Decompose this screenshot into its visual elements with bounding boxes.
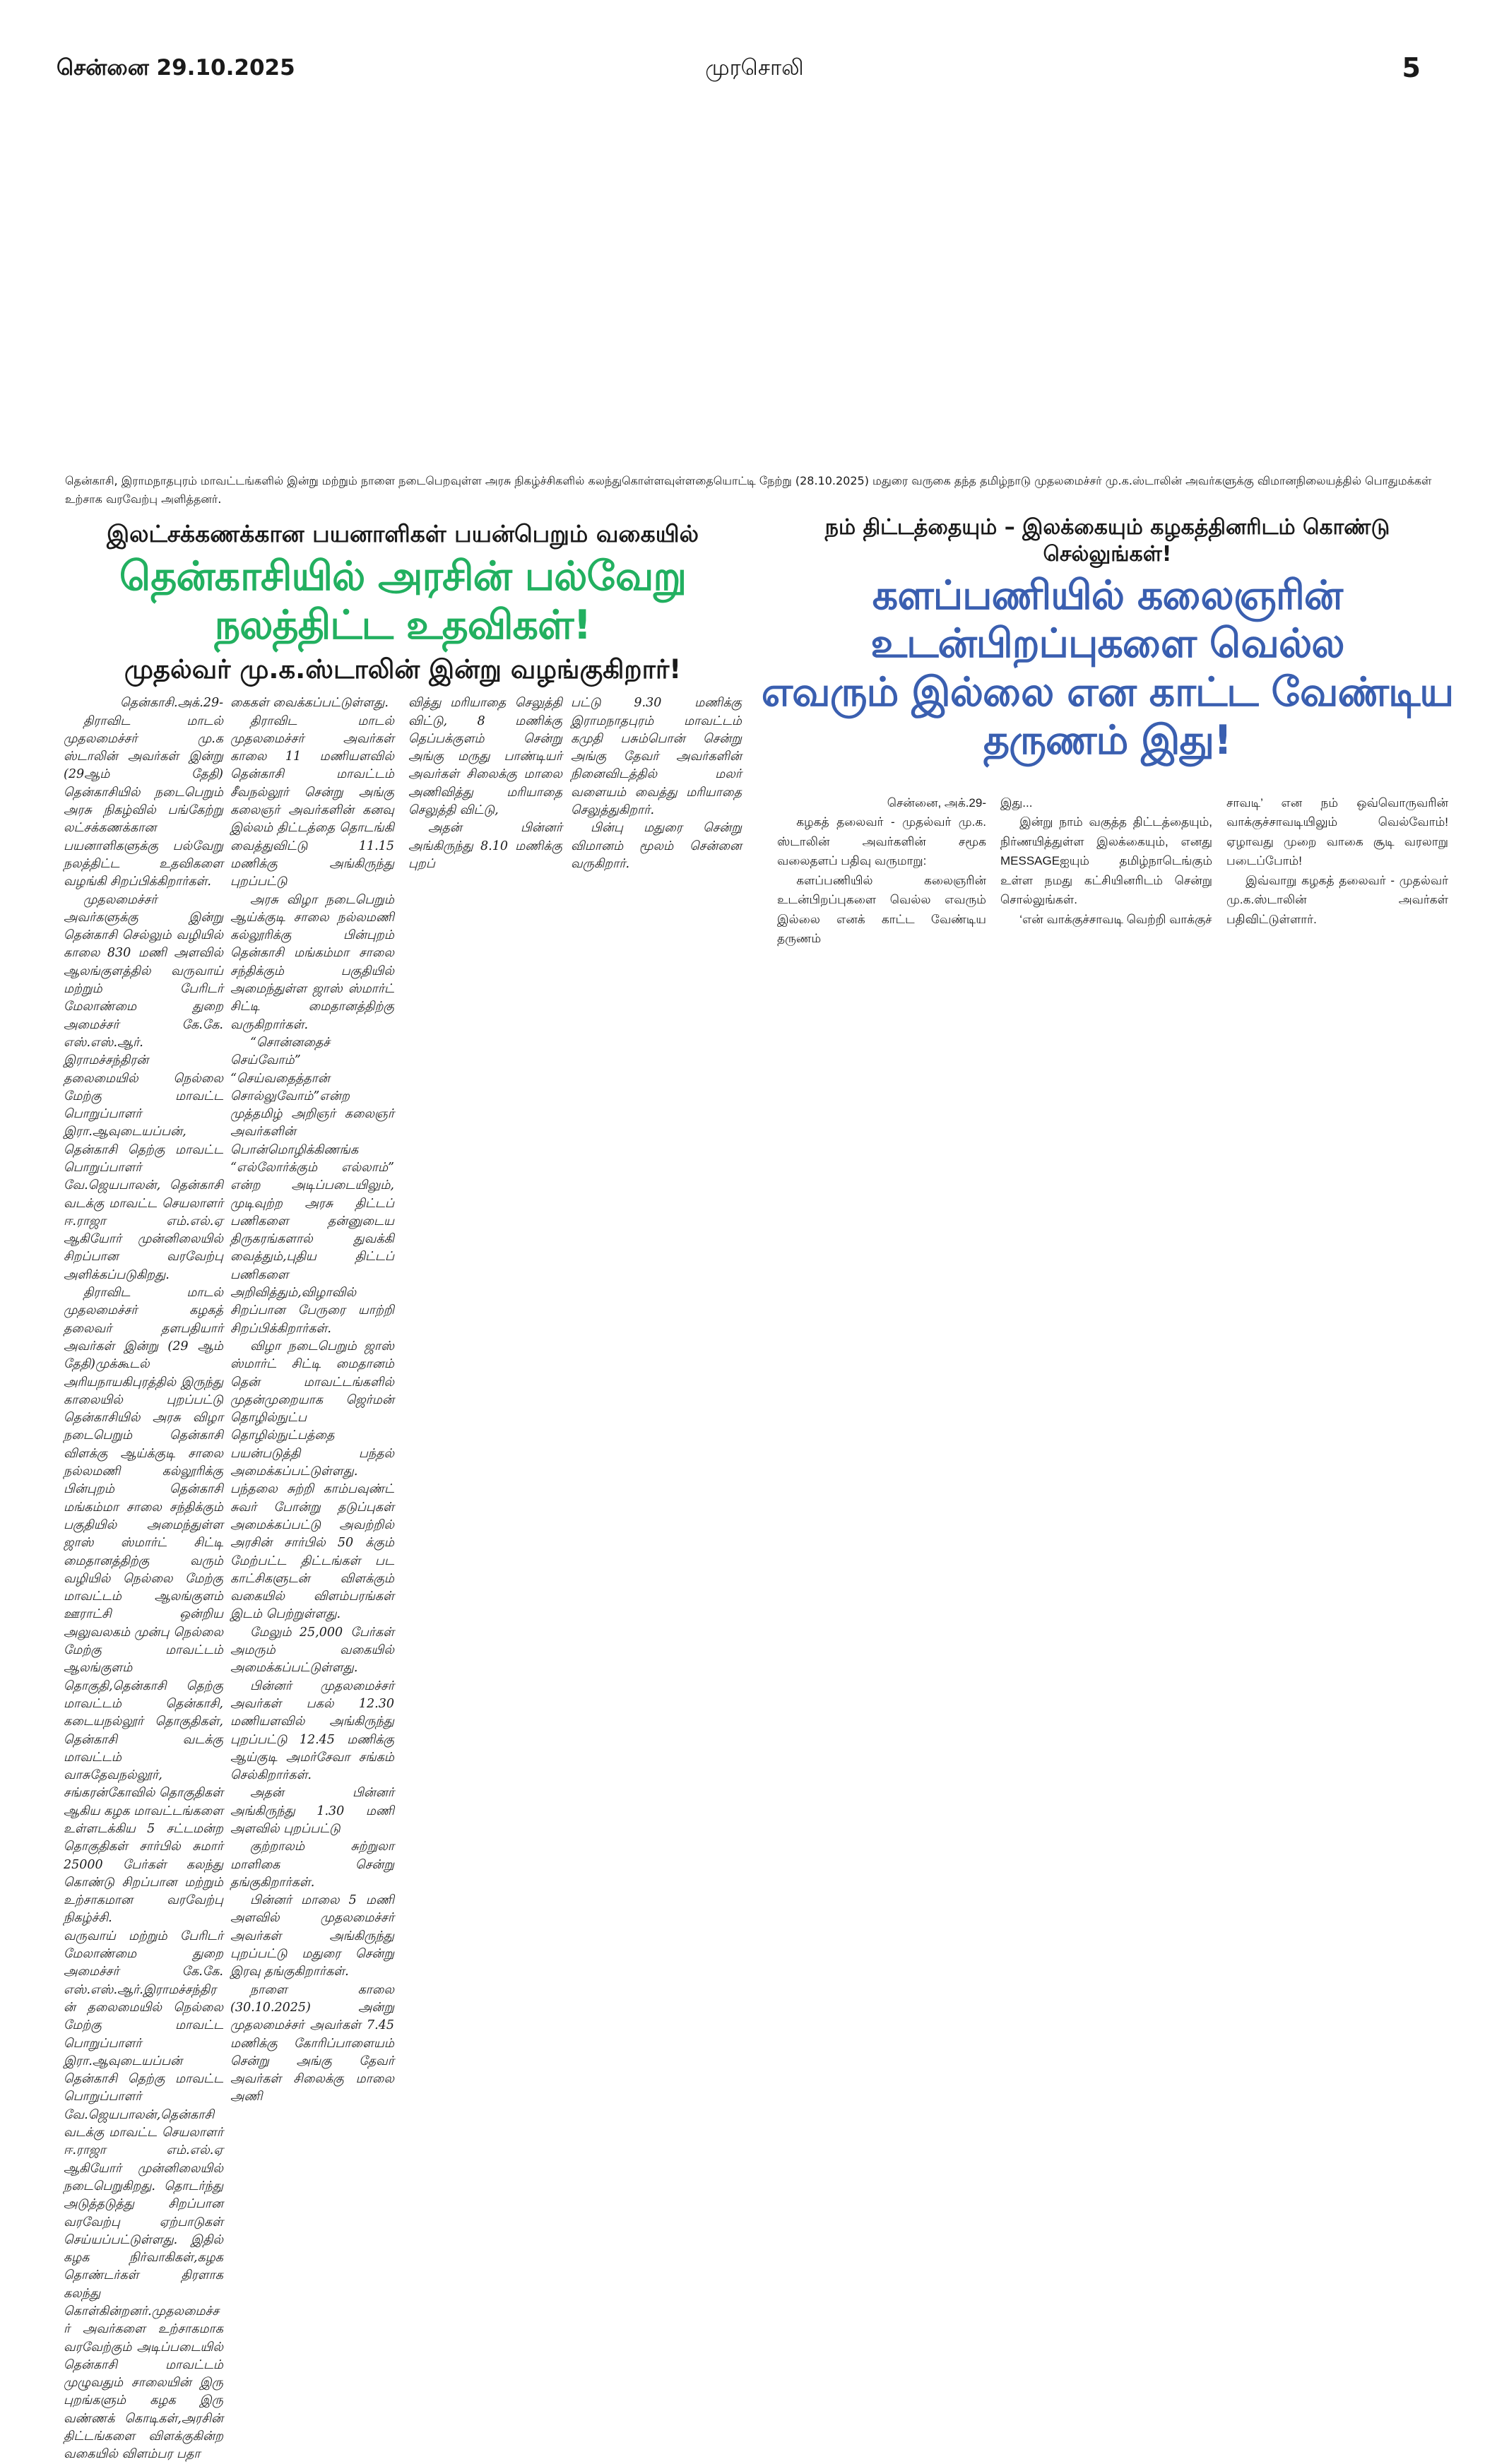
left-article-column-1: தென்காசி.அக்.29- திராவிட மாடல் முதலமைச்சர…: [64, 694, 223, 2463]
article-paragraph: திராவிட மாடல் முதலமைச்சர் கழகத் தலைவர் த…: [64, 1286, 223, 1926]
article-paragraph: திராவிட மாடல் முதலமைச்சர் மு.க ஸ்டாலின் …: [64, 713, 223, 889]
left-article: இலட்சக்கணக்கான பயனாளிகள் பயன்பெறும் வகைய…: [64, 519, 742, 2464]
dateline: சென்னை, அக்.29-: [887, 795, 986, 810]
dateline: தென்காசி.அக்.29-: [120, 696, 223, 711]
left-article-kicker: இலட்சக்கணக்கான பயனாளிகள் பயன்பெறும் வகைய…: [106, 520, 699, 547]
right-article-headline-line1: களப்பணியில் கலைஞரின் உடன்பிறப்புகளை வெல்…: [870, 572, 1344, 668]
article-paragraph: வித்து மரியாதை செலுத்தி விட்டு, 8 மணிக்க…: [408, 696, 562, 818]
photo-caption: தென்காசி, இராமநாதபுரம் மாவட்டங்களில் இன்…: [65, 474, 1432, 506]
article-paragraph: கழகத் தலைவர் - முதல்வர் மு.க. ஸ்டாலின் அ…: [777, 815, 986, 868]
article-paragraph: திராவிட மாடல் முதலமைச்சர் அவர்கள் காலை 1…: [230, 713, 394, 889]
article-paragraph: பின்னர் முதலமைச்சர் அவர்கள் பகல் 12.30 ம…: [230, 1678, 394, 1783]
right-article-column-1: சென்னை, அக்.29- கழகத் தலைவர் - முதல்வர் ம…: [777, 793, 986, 949]
news-photo: [57, 99, 1452, 459]
article-paragraph: இவ்வாறு கழகத் தலைவர் - முதல்வர் மு.க.ஸ்ட…: [1226, 873, 1448, 926]
article-paragraph: அதன் பின்னர் அங்கிருந்து 8.10 மணிக்கு பு…: [408, 821, 562, 871]
article-paragraph: இது...: [1000, 795, 1033, 810]
left-article-column-2: கைகள் வைக்கப்பட்டுள்ளது. திராவிட மாடல் மு…: [230, 694, 394, 2106]
newspaper-title: முரசொலி: [705, 55, 804, 81]
right-article: நம் திட்டத்தையும் – இலக்கையும் கழகத்தினர…: [759, 514, 1455, 949]
right-article-columns: சென்னை, அக்.29- கழகத் தலைவர் - முதல்வர் ம…: [777, 793, 1455, 949]
article-paragraph: “சொன்னதைச் செய்வோம்” “செய்வதைத்தான் சொல்…: [230, 1035, 394, 1336]
right-article-column-3: சாவடி’ என நம் ஒவ்வொருவரின் வாக்குச்சாவடி…: [1226, 793, 1448, 930]
right-article-kicker: நம் திட்டத்தையும் – இலக்கையும் கழகத்தினர…: [824, 515, 1390, 567]
article-paragraph: நாளை காலை (30.10.2025) அன்று முதலமைச்சர்…: [230, 1982, 394, 2104]
article-paragraph: விழா நடைபெறும் ஜாஸ் ஸ்மார்ட் சிட்டி மைதா…: [230, 1339, 394, 1622]
article-paragraph: பட்டு 9.30 மணிக்கு இராமநாதபுரம் மாவட்டம்…: [571, 696, 742, 818]
article-paragraph: அரசு விழா நடைபெறும் ஆய்க்குடி சாலை நல்லம…: [230, 892, 394, 1032]
right-article-headline-line2: எவரும் இல்லை என காட்ட வேண்டிய தருணம் இது…: [761, 668, 1455, 764]
article-paragraph: சாவடி’ என நம் ஒவ்வொருவரின் வாக்குச்சாவடி…: [1226, 795, 1448, 868]
left-article-column-4: பட்டு 9.30 மணிக்கு இராமநாதபுரம் மாவட்டம்…: [571, 694, 742, 873]
left-article-columns: தென்காசி.அக்.29- திராவிட மாடல் முதலமைச்சர…: [64, 694, 742, 2463]
article-paragraph: கைகள் வைக்கப்பட்டுள்ளது.: [230, 696, 389, 711]
article-paragraph: இன்று நாம் வகுத்த திட்டத்தையும், நிர்ணயி…: [1000, 815, 1212, 907]
article-paragraph: ‘என் வாக்குச்சாவடி வெற்றி வாக்குச்: [1019, 912, 1212, 926]
article-paragraph: குற்றாலம் சுற்றுலா மாளிகை சென்று தங்குகி…: [230, 1840, 394, 1890]
article-paragraph: வருவாய் மற்றும் பேரிடர் மேலாண்மை துறை அம…: [64, 1929, 223, 2462]
right-article-column-2: இது... இன்று நாம் வகுத்த திட்டத்தையும், ந…: [1000, 793, 1212, 930]
article-paragraph: மேலும் 25,000 பேர்கள் அமரும் வகையில் அமை…: [230, 1625, 394, 1676]
article-paragraph: அதன் பின்னர் அங்கிருந்து 1.30 மணி அளவில்…: [230, 1786, 394, 1836]
page-number: 5: [1402, 52, 1421, 83]
left-article-subheadline: முதல்வர் மு.க.ஸ்டாலின் இன்று வழங்குகிறார…: [124, 654, 682, 685]
article-paragraph: பின்பு மதுரை சென்று விமானம் மூலம் சென்னை…: [571, 821, 742, 871]
article-paragraph: களப்பணியில் கலைஞரின் உடன்பிறப்புகளை வெல்…: [777, 873, 986, 946]
article-paragraph: முதலமைச்சர் அவர்களுக்கு இன்று தென்காசி ச…: [64, 892, 223, 1282]
left-article-headline: தென்காசியில் அரசின் பல்வேறு நலத்திட்ட உத…: [119, 553, 687, 648]
left-article-column-3: வித்து மரியாதை செலுத்தி விட்டு, 8 மணிக்க…: [408, 694, 562, 873]
issue-date: சென்னை 29.10.2025: [57, 55, 295, 81]
article-paragraph: பின்னர் மாலை 5 மணி அளவில் முதலமைச்சர் அவ…: [230, 1893, 394, 1979]
